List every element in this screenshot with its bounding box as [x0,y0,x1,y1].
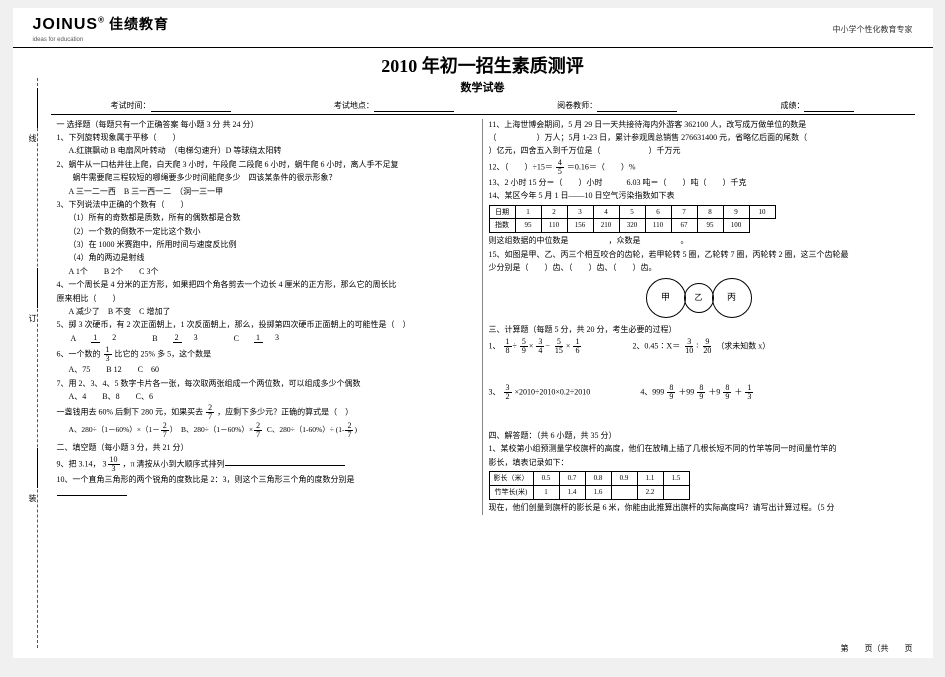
meta-time-label: 考试时间： [111,100,151,111]
q1: 1、下列旋转现象属于平移（ ） [57,132,476,144]
q6-opts: A、75 B 12 C 60 [57,364,476,376]
header-slogan: 中小学个性化教育专家 [833,24,913,35]
q15b: 少分别是（ ）齿、（ ）齿、（ ）齿。 [489,262,909,274]
circle-a: 甲 [646,278,686,318]
table-q14: 日期12345678910 指数951101562103201106795100 [489,205,776,234]
q9: 9、把 3.14， 3103 ，π 清按从小到大顺序式排列 [57,456,476,473]
logo-text: JOINUS [33,16,99,33]
q14b: 则这组数据的中位数是 ，众数是 。 [489,235,909,247]
q2: 2、蜗牛从一口枯井往上爬，白天爬 3 小时，午段爬 二段爬 6 小时，蜗牛爬 6… [57,159,476,171]
sub-title: 数学试卷 [51,81,915,96]
q4: 4、一个周长是 4 分米的正方形，如果把四个角各剪去一个边长 4 厘米的正方形，… [57,279,476,291]
q4-opts: A 减少了 B 不变 C 增加了 [57,306,476,318]
title-block: 2010 年初一招生素质测评 数学试卷 [51,54,915,97]
frac-1-2: 12 [91,334,129,343]
calc-row-1: 1、 18÷ 59× 34− 515× 16 2、0.45∶X＝ 310∶ 92… [489,338,909,355]
q6: 6、一个数的 13 比它的 25% 多 5，这个数是 [57,346,476,363]
logo: JOINUS® ideas for education 佳绩教育 [33,14,169,45]
content-columns: 一 选择题（每题只有一个正确答案 每小题 3 分 共 24 分） 1、下列旋转现… [51,119,915,515]
frac-2-3: 23 [173,334,211,343]
meta-teacher-label: 阅卷教师： [557,100,597,111]
q15: 15、如图是甲、乙、丙三个相互咬合的齿轮，若甲轮转 5 圈，乙轮转 7 圈，丙轮… [489,249,909,261]
left-column: 一 选择题（每题只有一个正确答案 每小题 3 分 共 24 分） 1、下列旋转现… [51,119,483,515]
main-title: 2010 年初一招生素质测评 [51,54,915,79]
q11b: （ ）万人；5月 1-23 日，累计参观周总销售 276631400 元，省略亿… [489,132,909,144]
logo-reg: ® [98,16,105,25]
q7-opts: A、4 B、8 C、6 [57,391,476,403]
section-1-title: 一 选择题（每题只有一个正确答案 每小题 3 分 共 24 分） [57,119,476,131]
q1-opts: A.红旗飘动 B 电扇风叶转动 （电梯匀速升）D 等球绕太阳转 [57,145,476,157]
q8: 一盏钱用去 60% 后剩下 280 元，如果买去 27 ，应剩下多少元？正确的算… [57,404,476,421]
q3-opts: A 1个 B 2个 C 3个 [57,266,476,278]
q3b: （2）一个数的倒数不一定比这个数小 [57,226,476,238]
meta-line: 考试时间： 考试地点： 阅卷教师： 成绩： [51,100,915,111]
exam-page: JOINUS® ideas for education 佳绩教育 中小学个性化教… [13,8,933,658]
circle-b: 乙 [684,283,714,313]
frac-1-3: 13 [254,334,292,343]
q3c: （3）在 1000 米赛跑中，所用时间与速度反比例 [57,239,476,251]
q11: 11、上海世博会期间，5 月 29 日一天共接待海内外游客 362100 人，改… [489,119,909,131]
q2-opts: A 三一二一西 B 三一西一二 （洞一三一甲 [57,186,476,198]
q11c: ）亿元，四舍五入到千万位是（ ）千万元 [489,145,909,157]
q4b: 原来相比（ ） [57,293,476,305]
q7: 7、用 2、3、4、5 数字卡片各一张，每次取两张组成一个两位数，可以组成多少个… [57,378,476,390]
q8-opts: A、280÷（1－60%）×（1－27） B、280÷（1－60%）×27 C、… [57,422,476,439]
q13: 13、2 小时 15 分＝（ ）小时 6.03 吨＝（ ）吨（ ）千克 [489,177,909,189]
table-s4: 影长（米）0.50.70.80.91.11.5 竹竿长(米)11.41.62.2 [489,471,690,500]
right-column: 11、上海世博会期间，5 月 29 日一天共接待海内外游客 362100 人，改… [483,119,915,515]
page-footer: 第 页（共 页 [841,643,913,654]
meta-place-label: 考试地点： [334,100,374,111]
section-2-title: 二、填空题（每小题 3 分，共 21 分） [57,442,476,454]
frac-2-7a: 27 [206,404,214,421]
s4-q1: 1、某校第小组预测量学校旗杆的高度，他们在放晴上插了几根长短不同的竹竿等同一时间… [489,443,909,455]
q10-blank [57,487,476,500]
frac-1-3b: 13 [104,346,112,363]
q3: 3、下列说法中正确的个数有（ ） [57,199,476,211]
section-4-title: 四、解答题：（共 6 小题，共 35 分） [489,430,909,442]
q2b: 蜗牛需要爬三程较短的哪绳要多少时间能爬多少 四该某条件的很示形象？ [57,172,476,184]
calc-row-2: 3、 32 ×2010÷2010×0.2÷2010 4、999 89 ＋99 8… [489,384,909,401]
section-3-title: 三、计算题（每题 5 分，共 20 分，考生必要的过程） [489,324,909,336]
frac-4-5: 45 [556,159,564,176]
q14: 14、某区今年 5 月 1 日——10 日空气污染指数如下表 [489,190,909,202]
circle-c: 丙 [712,278,752,318]
logo-tagline: ideas for education [33,36,105,44]
q5: 5、掷 3 次硬币，有 2 次正面朝上，1 次反面朝上，那么，投掷第四次硬币正面… [57,319,476,331]
logo-cn: 佳绩教育 [109,16,169,36]
q3a: （1）所有的奇数都是质数，所有的偶数都是合数 [57,212,476,224]
page-header: JOINUS® ideas for education 佳绩教育 中小学个性化教… [13,8,933,48]
meta-score-label: 成绩： [780,100,804,111]
q5-opts: A 12 B 23 C 13 [57,333,476,345]
s4-q1b: 影长，填表记录如下： [489,457,909,469]
s4-q1c: 现在，他们创量到旗杆的影长是 6 米，你能由此推算出旗杆的实际高度吗？请写出计算… [489,502,909,514]
q3d: （4）角的两边是射线 [57,252,476,264]
gear-diagram: 甲 乙 丙 [489,278,909,318]
q10: 10、一个直角三角形的两个锐角的度数比是 2：3，则这个三角形三个角的度数分别是 [57,474,476,486]
q12: 12、（ ）÷15＝ 45 ＝0.16＝（ ）% [489,159,909,176]
